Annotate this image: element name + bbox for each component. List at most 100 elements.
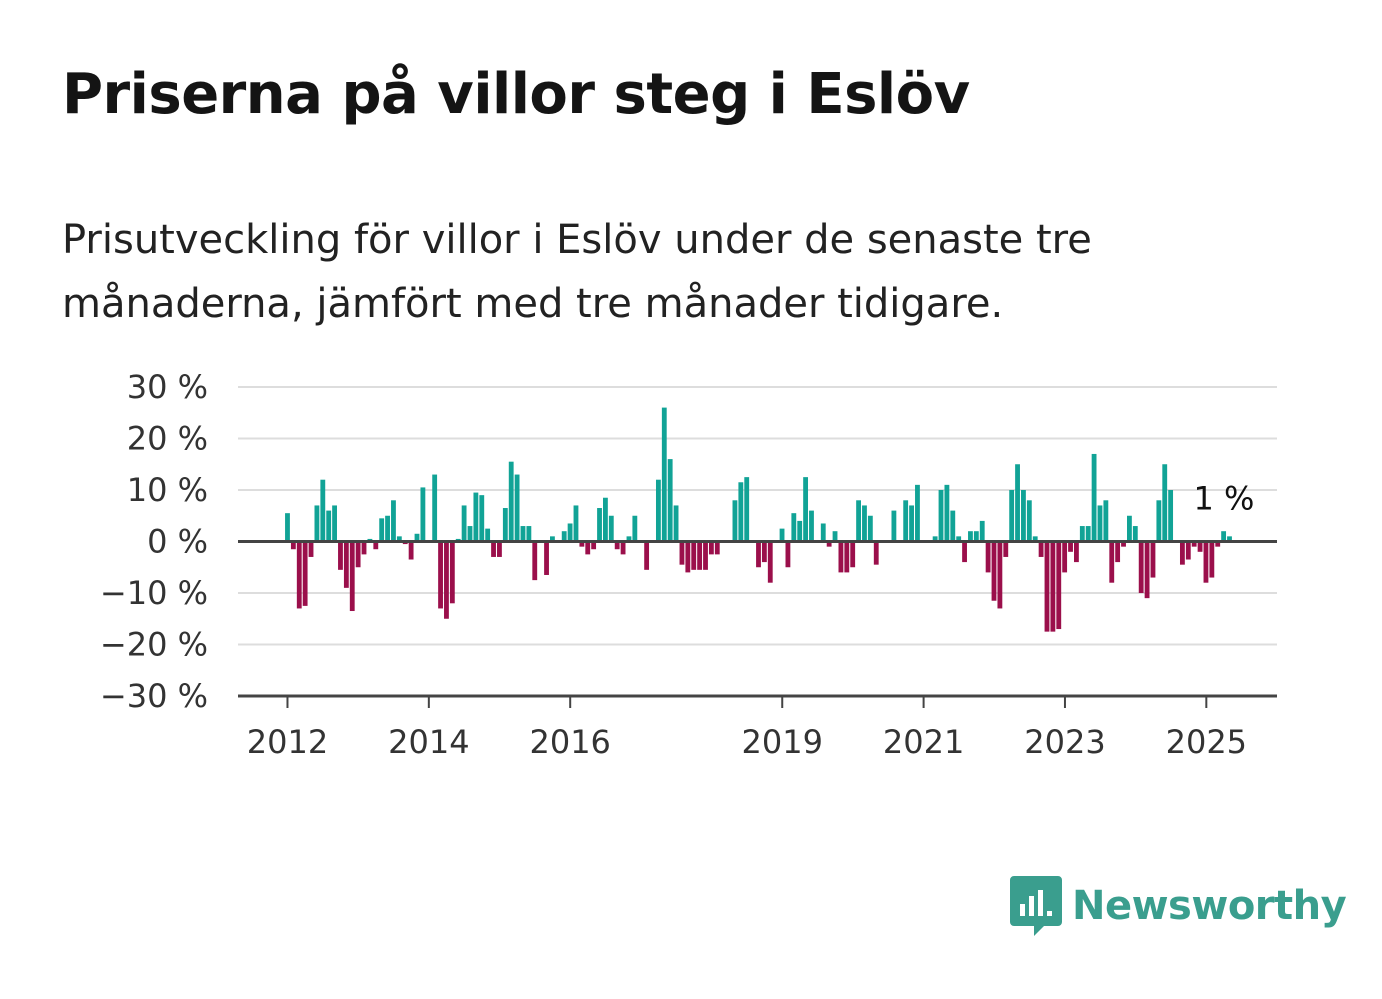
- bar: [956, 536, 962, 542]
- bar: [1062, 541, 1068, 573]
- bar: [708, 541, 714, 555]
- bar: [1162, 464, 1168, 542]
- bar: [1038, 541, 1044, 557]
- bar: [1144, 541, 1150, 599]
- bar: [673, 505, 679, 542]
- bar: [626, 536, 632, 542]
- bar: [1032, 536, 1038, 542]
- bar: [1132, 526, 1138, 542]
- bar: [485, 528, 491, 542]
- x-tick-label: 2021: [883, 723, 964, 761]
- bar: [302, 541, 308, 606]
- bar: [744, 477, 750, 542]
- bar: [432, 474, 438, 542]
- bar: [1009, 490, 1015, 542]
- x-axis-ticks: 2012 2014 2016 2019 2021 2023 2025: [247, 696, 1247, 761]
- bar: [697, 541, 703, 570]
- bar: [449, 541, 455, 604]
- y-tick-label: 10 %: [127, 471, 208, 509]
- y-tick-label: 20 %: [127, 420, 208, 458]
- bar: [438, 541, 443, 609]
- bar: [391, 500, 396, 542]
- bar: [308, 541, 314, 557]
- x-tick-label: 2019: [742, 723, 823, 761]
- bar: [1068, 541, 1073, 552]
- bar: [479, 495, 485, 542]
- bar: [1138, 541, 1144, 593]
- bar: [856, 500, 861, 542]
- bar: [797, 520, 803, 542]
- bar: [1168, 490, 1174, 542]
- newsworthy-brand[interactable]: Newsworthy: [1010, 876, 1347, 936]
- bar: [1026, 500, 1032, 542]
- bar: [420, 487, 426, 542]
- y-tick-label: −20 %: [100, 626, 208, 664]
- bar: [873, 541, 879, 565]
- bar: [962, 541, 967, 563]
- bar: [667, 459, 673, 542]
- bar: [1044, 541, 1050, 632]
- bar: [1085, 526, 1091, 542]
- bar: [379, 518, 385, 542]
- bar: [850, 541, 856, 568]
- bar: [1203, 541, 1209, 583]
- bar: [891, 510, 897, 542]
- bar: [785, 541, 791, 568]
- bar: [1227, 536, 1232, 542]
- bar: [285, 513, 290, 542]
- bar: [532, 541, 538, 581]
- bar: [809, 510, 814, 542]
- bar: [915, 484, 920, 542]
- bar: [820, 523, 826, 542]
- bar: [614, 541, 620, 550]
- bar: [703, 541, 708, 570]
- bar: [620, 541, 626, 555]
- bar: [1097, 505, 1103, 542]
- bar: [561, 531, 567, 542]
- bar: [1021, 490, 1026, 542]
- bar: [1109, 541, 1115, 583]
- bar: [909, 505, 914, 542]
- bar: [632, 515, 638, 542]
- chart-subtitle: Prisutveckling för villor i Eslöv under …: [62, 217, 1092, 327]
- bar: [461, 505, 467, 542]
- bar: [1221, 531, 1227, 542]
- newsworthy-logo-icon: [1010, 876, 1062, 936]
- bar: [508, 461, 514, 542]
- latest-value-annotation: 1 %: [1194, 479, 1255, 517]
- bar: [497, 541, 502, 557]
- bar: [1115, 541, 1121, 563]
- bar: [832, 531, 838, 542]
- bar: [679, 541, 685, 565]
- bar: [950, 510, 956, 542]
- bar: [320, 479, 326, 542]
- bar: [373, 541, 379, 550]
- bar: [1103, 500, 1109, 542]
- bar: [473, 492, 479, 542]
- bar: [1003, 541, 1009, 557]
- bar: [997, 541, 1003, 609]
- bar: [968, 531, 973, 542]
- bar: [932, 536, 938, 542]
- bar: [467, 526, 473, 542]
- bar: [714, 541, 720, 555]
- bar: [732, 500, 738, 542]
- bar: [1127, 515, 1132, 542]
- bar: [1056, 541, 1062, 630]
- bar: [944, 484, 950, 542]
- axes: [238, 540, 1277, 698]
- bar: [779, 528, 785, 542]
- bar: [1197, 541, 1203, 552]
- newsworthy-wordmark: Newsworthy: [1072, 883, 1347, 929]
- bar: [985, 541, 991, 573]
- bar: [903, 500, 909, 542]
- y-axis-tick-labels: 30 % 20 % 10 % 0 % −10 % −20 % −30 %: [100, 368, 208, 715]
- y-tick-label: −30 %: [100, 677, 208, 715]
- bar: [1050, 541, 1056, 632]
- bar: [938, 490, 944, 542]
- bar: [1074, 541, 1079, 563]
- bar: [756, 541, 761, 568]
- bar: [803, 477, 809, 542]
- x-tick-label: 2025: [1166, 723, 1247, 761]
- bar: [338, 541, 343, 570]
